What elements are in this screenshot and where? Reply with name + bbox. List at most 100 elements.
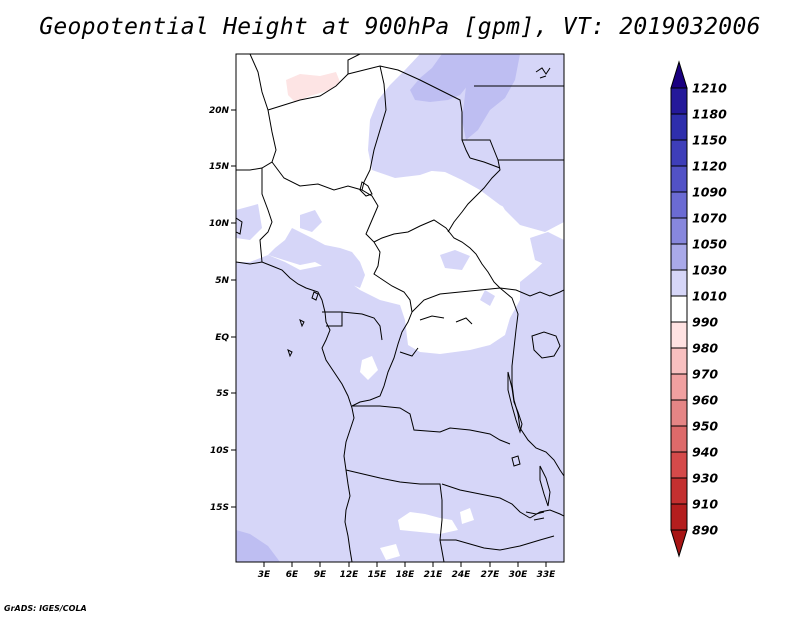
country-border — [469, 157, 564, 169]
country-border — [440, 535, 555, 551]
borders — [236, 54, 564, 562]
colorbar-label: 1090 — [692, 185, 727, 200]
lat-label: 10N — [209, 219, 230, 229]
lon-label: 30E — [509, 570, 529, 580]
colorbar-label: 1030 — [692, 263, 727, 278]
river-congo — [399, 315, 473, 357]
chart-title: Geopotential Height at 900hPa [gpm], VT:… — [39, 14, 761, 40]
lon-label: 6E — [286, 570, 299, 580]
country-border — [499, 287, 564, 297]
country-border — [361, 65, 387, 191]
credit: GrADS: IGES/COLA — [4, 604, 87, 613]
colorbar-label: 970 — [692, 367, 718, 382]
contour-fill-1030-1050 — [462, 54, 520, 140]
colorbar-segment — [670, 139, 688, 167]
colorbar-label: 1150 — [692, 133, 727, 148]
country-border — [351, 277, 413, 407]
colorbar-segment — [670, 425, 688, 453]
contour-fill-1010-1030 — [236, 204, 262, 240]
country-border — [373, 219, 501, 289]
country-border — [352, 405, 511, 445]
contour-fill — [236, 54, 564, 562]
lake-malawi — [539, 465, 551, 507]
country-border — [447, 139, 501, 233]
contour-fill-1010-1030 — [440, 250, 470, 270]
lat-label: 5N — [215, 276, 229, 286]
contour-fill-1010-1030 — [300, 210, 322, 232]
colorbar-segment — [670, 243, 688, 271]
lat-label: 15N — [209, 162, 230, 172]
colorbar-label: 1180 — [692, 107, 727, 122]
country-border — [259, 168, 273, 263]
country-border — [441, 483, 531, 519]
colorbar-label: 1120 — [692, 159, 727, 174]
lon-label: 15E — [368, 570, 388, 580]
colorbar: 1210 1180 1150 1120 1090 1070 1050 1030 1010 990 9… — [670, 60, 727, 558]
contour-fill-990-1010 — [236, 54, 564, 354]
contour-fill-980-990 — [286, 72, 340, 102]
colorbar-label: 930 — [692, 471, 718, 486]
colorbar-segment — [670, 269, 688, 297]
colorbar-label: 1010 — [692, 289, 727, 304]
lon-axis: 3E 6E 9E 12E 15E 18E 21E 24E 27E 30E 33E — [258, 562, 556, 580]
lon-label: 24E — [452, 570, 472, 580]
lon-label: 27E — [481, 570, 501, 580]
lake-chad — [359, 181, 373, 197]
colorbar-tip-top — [670, 60, 688, 89]
colorbar-segment — [670, 113, 688, 141]
island — [287, 291, 319, 358]
lake-victoria — [531, 331, 561, 359]
colorbar-label: 1070 — [692, 211, 727, 226]
lat-label: 5S — [216, 389, 229, 399]
lat-label: 10S — [210, 446, 229, 456]
lon-label: 12E — [340, 570, 360, 580]
colorbar-segment — [670, 217, 688, 245]
contour-fill-1010-1030 — [480, 290, 495, 306]
lon-label: 3E — [258, 570, 271, 580]
colorbar-label: 940 — [692, 445, 718, 460]
colorbar-segment — [670, 373, 688, 401]
colorbar-segment — [670, 191, 688, 219]
colorbar-tip-bottom — [670, 529, 688, 558]
colorbar-segment — [670, 87, 688, 115]
lake-tanganyika — [507, 371, 523, 434]
lat-label: 15S — [210, 503, 229, 513]
colorbar-segment — [670, 399, 688, 427]
country-border — [347, 65, 471, 159]
colorbar-label: 910 — [692, 497, 718, 512]
colorbar-segment — [670, 477, 688, 505]
colorbar-label: 950 — [692, 419, 718, 434]
lake-small — [511, 455, 545, 521]
colorbar-segment — [670, 321, 688, 349]
colorbar-label: 890 — [692, 523, 718, 538]
contour-fill-1030-1050 — [236, 530, 280, 562]
colorbar-label: 980 — [692, 341, 718, 356]
lon-label: 21E — [424, 570, 444, 580]
colorbar-label: 960 — [692, 393, 718, 408]
country-border — [322, 311, 383, 341]
lon-label: 9E — [314, 570, 327, 580]
country-border — [345, 469, 445, 562]
colorbar-segment — [670, 295, 688, 323]
lat-axis: 20N 15N 10N 5N EQ 5S 10S 15S — [209, 106, 236, 513]
colorbar-segment — [670, 503, 688, 531]
colorbar-segment — [670, 165, 688, 193]
lon-label: 33E — [537, 570, 557, 580]
contour-fill-990-1010 — [460, 508, 474, 524]
lat-label: EQ — [215, 333, 229, 343]
colorbar-label: 1050 — [692, 237, 727, 252]
colorbar-segment — [670, 347, 688, 375]
country-border — [267, 54, 361, 111]
colorbar-label: 1210 — [692, 81, 727, 96]
contour-fill-990-1010 — [360, 356, 378, 380]
country-border — [271, 161, 381, 279]
lon-label: 18E — [396, 570, 416, 580]
sinai-coast — [535, 67, 551, 79]
colorbar-segment — [670, 451, 688, 479]
contour-fill-990-1010 — [380, 544, 400, 560]
lake-volta — [236, 217, 243, 235]
colorbar-label: 990 — [692, 315, 718, 330]
contour-fill-1010-1030 — [530, 232, 564, 266]
country-border — [236, 54, 277, 171]
